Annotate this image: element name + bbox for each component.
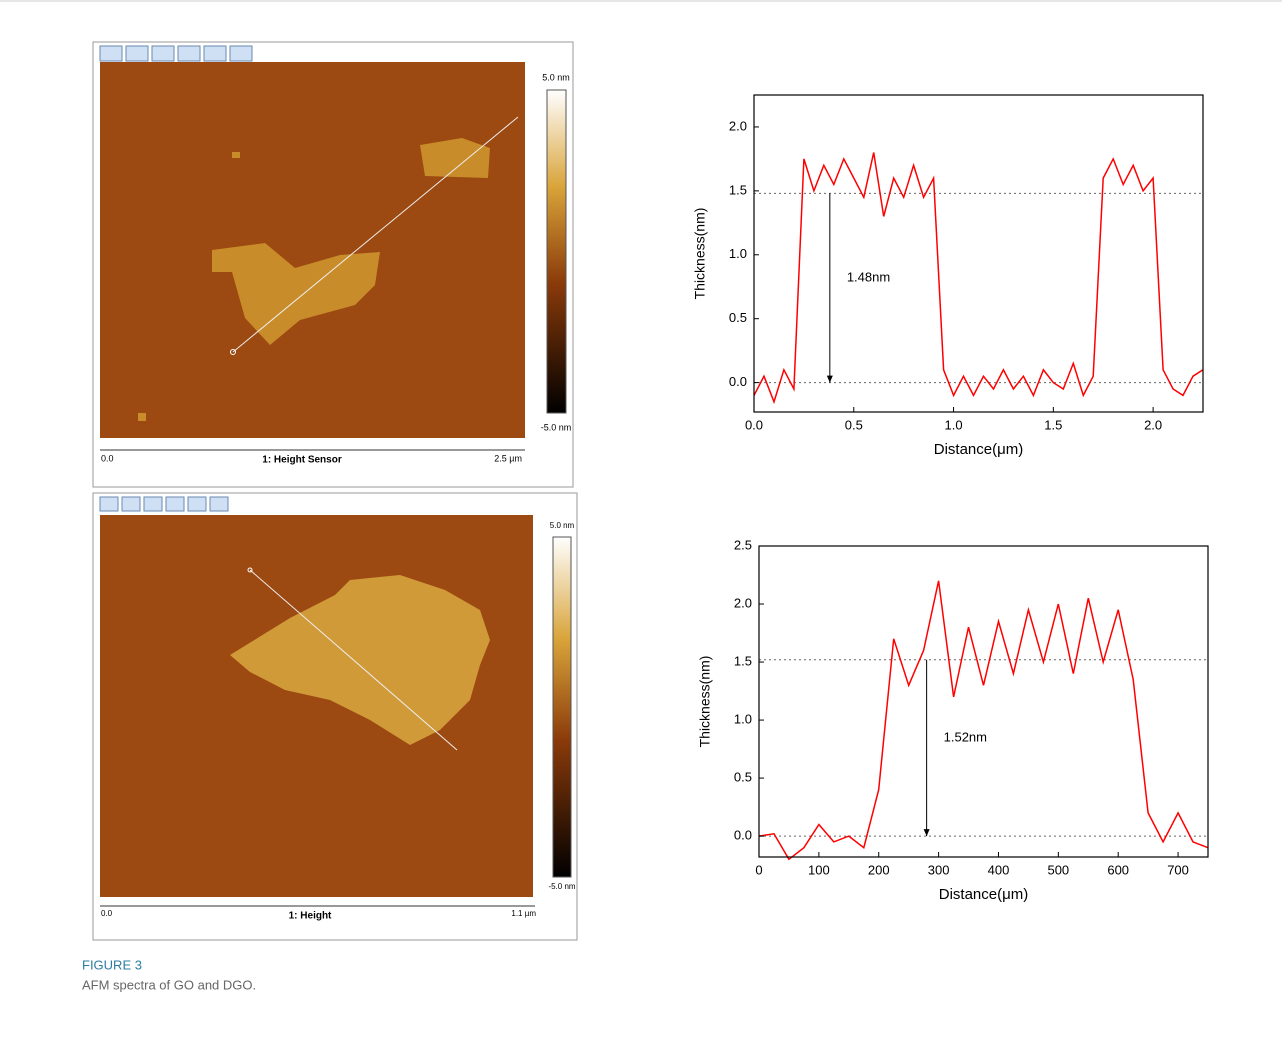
plot-frame: [758, 545, 1209, 858]
flake: [212, 243, 380, 345]
afm-image: [100, 62, 525, 438]
y-tick-label: 0.0: [734, 828, 752, 843]
y-tick-label: 1.0: [729, 246, 747, 261]
channel-label: 1: Height Sensor: [262, 455, 342, 466]
color-bar: [552, 536, 572, 878]
toolbar: [99, 45, 253, 62]
x-tick-label: 700: [1167, 862, 1189, 877]
axis-start: 0.0: [101, 453, 114, 463]
x-axis-label: Distance(μm): [939, 886, 1029, 903]
x-tick-label: 100: [808, 862, 830, 877]
data-line: [753, 152, 1204, 405]
x-tick-label: 200: [868, 862, 890, 877]
x-tick-label: 1.5: [1044, 417, 1062, 432]
x-tick-label: 0: [755, 862, 762, 877]
scale-max: 5.0 nm: [542, 72, 570, 82]
afm-image: [100, 515, 533, 897]
scale-max: 5.0 nm: [550, 521, 575, 530]
x-tick-label: 300: [928, 862, 950, 877]
speck: [138, 413, 146, 421]
toolbar: [99, 496, 229, 512]
caption-text: AFM spectra of GO and DGO.: [82, 977, 256, 992]
y-tick-label: 2.5: [734, 537, 752, 552]
flake: [420, 138, 490, 178]
profile-line: [232, 116, 519, 353]
y-axis-label: Thickness(nm): [692, 208, 708, 300]
x-tick-label: 0.5: [845, 417, 863, 432]
profile-line: [249, 569, 458, 751]
color-bar: [546, 89, 567, 414]
y-tick-label: 2.0: [729, 118, 747, 133]
speck: [232, 152, 240, 158]
arrow-head: [826, 375, 833, 383]
x-axis-label: Distance(μm): [934, 441, 1024, 458]
x-tick-label: 500: [1047, 862, 1069, 877]
x-tick-label: 1.0: [945, 417, 963, 432]
scale-min: -5.0 nm: [541, 422, 572, 432]
caption-label: FIGURE 3: [82, 957, 142, 972]
plot-frame: [753, 94, 1204, 413]
channel-label: 1: Height: [289, 911, 332, 922]
x-tick-label: 400: [988, 862, 1010, 877]
y-tick-label: 1.5: [734, 653, 752, 668]
data-line: [758, 580, 1209, 861]
x-tick-label: 2.0: [1144, 417, 1162, 432]
axis-end: 2.5 µm: [494, 453, 522, 463]
annotation-label: 1.52nm: [944, 729, 987, 744]
arrow-head: [923, 829, 930, 837]
scale-min: -5.0 nm: [548, 882, 575, 891]
y-tick-label: 1.5: [729, 182, 747, 197]
y-tick-label: 0.5: [734, 770, 752, 785]
y-tick-label: 2.0: [734, 595, 752, 610]
profile-end: [230, 349, 236, 355]
axis-start: 0.0: [101, 909, 113, 918]
profile-end: [247, 567, 253, 573]
y-axis-label: Thickness(nm): [697, 656, 713, 748]
axis-end: 1.1 µm: [511, 909, 536, 918]
annotation-label: 1.48nm: [847, 269, 890, 284]
flake: [230, 575, 490, 745]
y-tick-label: 0.5: [729, 310, 747, 325]
x-tick-label: 0.0: [745, 417, 763, 432]
y-tick-label: 0.0: [729, 374, 747, 389]
afm-panel: 5.0 nm -5.0 nm 0.0 1: Height 1.1 µm: [92, 492, 578, 941]
y-tick-label: 1.0: [734, 712, 752, 727]
afm-panel: 5.0 nm -5.0 nm 0.0 1: Height Sensor 2.5 …: [92, 41, 574, 488]
x-tick-label: 600: [1107, 862, 1129, 877]
